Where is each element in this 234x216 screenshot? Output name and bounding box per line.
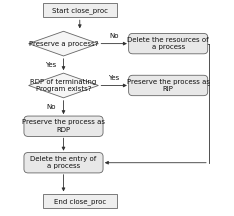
Polygon shape (29, 31, 98, 56)
Text: Preserve the process as
RDP: Preserve the process as RDP (22, 119, 105, 133)
FancyBboxPatch shape (129, 75, 208, 96)
Text: Yes: Yes (45, 62, 56, 68)
FancyBboxPatch shape (129, 33, 208, 54)
FancyBboxPatch shape (24, 116, 103, 137)
Text: Delete the resources of
a process: Delete the resources of a process (127, 37, 209, 50)
Text: Yes: Yes (109, 75, 120, 81)
Text: End close_proc: End close_proc (54, 198, 106, 205)
Text: Preserve a process?: Preserve a process? (29, 41, 98, 47)
Text: Preserve the process as
RIP: Preserve the process as RIP (127, 79, 210, 92)
Text: RDP of terminating
Program exists?: RDP of terminating Program exists? (30, 79, 97, 92)
Bar (43, 3, 117, 17)
Text: Start close_proc: Start close_proc (52, 7, 108, 14)
Text: No: No (46, 105, 55, 110)
FancyBboxPatch shape (24, 152, 103, 173)
Text: Delete the entry of
a process: Delete the entry of a process (30, 156, 97, 170)
Bar (43, 194, 117, 208)
Polygon shape (29, 73, 98, 98)
Text: No: No (109, 33, 119, 39)
